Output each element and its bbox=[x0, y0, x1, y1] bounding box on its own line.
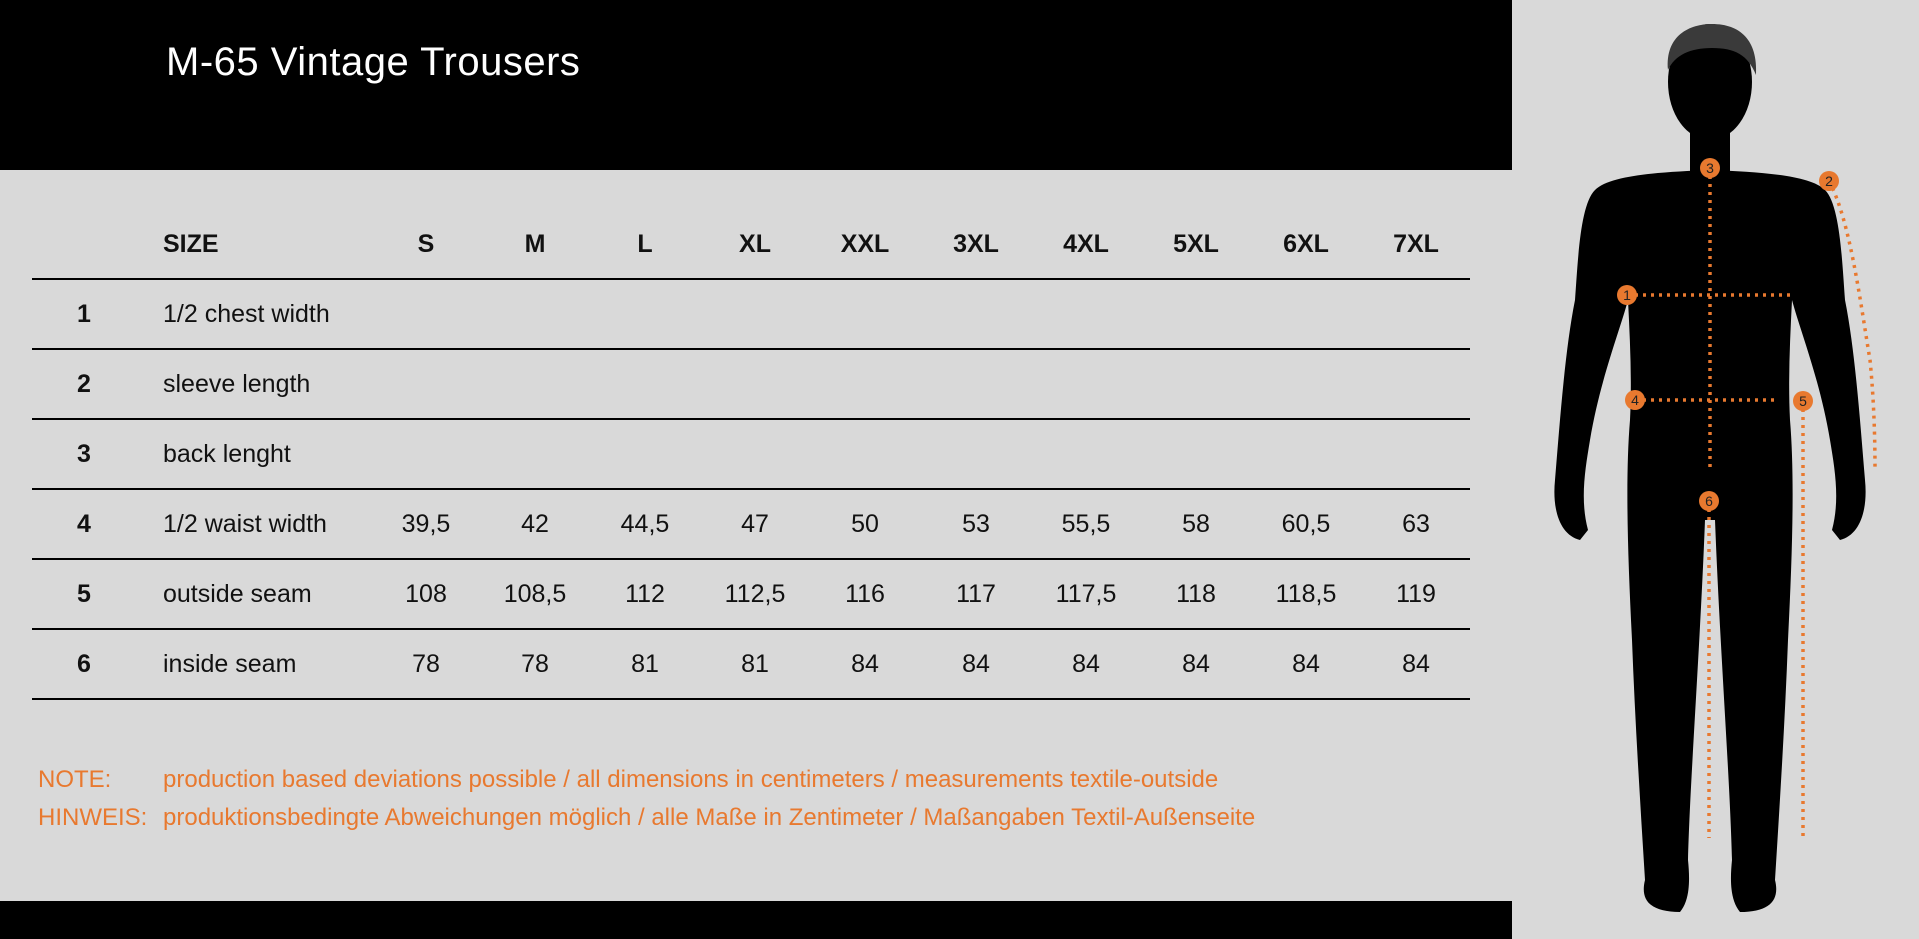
marker-label: 2 bbox=[1825, 173, 1833, 189]
measurement-value: 118 bbox=[1176, 579, 1216, 608]
footer-bar bbox=[0, 901, 1512, 939]
measurement-value: 81 bbox=[631, 649, 659, 678]
measurement-value: 42 bbox=[521, 509, 549, 538]
size-column-header: 6XL bbox=[1283, 229, 1329, 258]
size-column-header: 7XL bbox=[1393, 229, 1439, 258]
note-text: production based deviations possible / a… bbox=[163, 766, 1219, 793]
silhouette bbox=[1554, 24, 1866, 912]
measurement-label: back lenght bbox=[163, 439, 291, 468]
measurement-value: 78 bbox=[521, 649, 549, 678]
marker-label: 3 bbox=[1706, 160, 1714, 176]
measurement-value: 39,5 bbox=[401, 509, 451, 538]
measurement-label: 1/2 waist width bbox=[163, 509, 327, 538]
marker-label: 6 bbox=[1705, 493, 1713, 509]
table-row: 4 1/2 waist width 39,5 42 44,5 47 50 53 55,5 58 60… bbox=[32, 490, 1470, 560]
measurement-value: 116 bbox=[845, 579, 885, 608]
marker-6: 6 bbox=[1699, 491, 1719, 511]
size-column-header: S bbox=[417, 229, 435, 258]
measurement-value: 117,5 bbox=[1055, 579, 1117, 608]
size-table: SIZE S M L XL XXL 3XL 4XL 5XL 6XL 7XL 1 1/2 chest wi… bbox=[32, 210, 1470, 700]
size-column-header: XXL bbox=[840, 229, 890, 258]
marker-circle bbox=[1700, 158, 1720, 178]
measure-lines bbox=[1627, 168, 1877, 838]
measurement-value: 108 bbox=[405, 579, 447, 608]
size-header-label: SIZE bbox=[163, 229, 219, 258]
marker-3: 3 bbox=[1700, 158, 1720, 178]
row-number-text: 2 bbox=[77, 369, 91, 398]
note-key: NOTE: bbox=[38, 766, 112, 793]
measurement-label: 1/2 chest width bbox=[163, 299, 330, 328]
table-row: 6 inside seam 78 78 81 81 84 84 84 84 84 84 bbox=[32, 630, 1470, 700]
measurement-value: 78 bbox=[412, 649, 440, 678]
measurement-value: 44,5 bbox=[620, 509, 670, 538]
row-number-text: 3 bbox=[77, 439, 91, 468]
size-column-header: 4XL bbox=[1063, 229, 1109, 258]
measurement-value: 81 bbox=[741, 649, 769, 678]
size-column-header: 3XL bbox=[953, 229, 999, 258]
marker-label: 5 bbox=[1799, 393, 1807, 409]
marker-circle bbox=[1617, 285, 1637, 305]
marker-2: 2 bbox=[1819, 171, 1839, 191]
measurement-value: 112 bbox=[625, 579, 665, 608]
measurement-value: 55,5 bbox=[1061, 509, 1111, 538]
table-header-row: SIZE S M L XL XXL 3XL 4XL 5XL 6XL 7XL bbox=[32, 210, 1470, 280]
measurement-value: 63 bbox=[1402, 509, 1430, 538]
measurement-value: 117 bbox=[956, 579, 996, 608]
table-row: 3 back lenght bbox=[32, 420, 1470, 490]
table-row: 5 outside seam 108 108,5 112 112,5 116 117 117,5… bbox=[32, 560, 1470, 630]
measurement-value: 84 bbox=[962, 649, 990, 678]
marker-5: 5 bbox=[1793, 391, 1813, 411]
marker-circle bbox=[1625, 390, 1645, 410]
size-column-header: M bbox=[524, 229, 546, 258]
measurement-value: 47 bbox=[741, 509, 769, 538]
measurement-value: 84 bbox=[1402, 649, 1430, 678]
measurement-value: 53 bbox=[962, 509, 990, 538]
measurement-value: 84 bbox=[1292, 649, 1320, 678]
size-column-header: L bbox=[637, 229, 653, 258]
marker-circle bbox=[1793, 391, 1813, 411]
measurement-value: 118,5 bbox=[1275, 579, 1337, 608]
measurement-value: 60,5 bbox=[1281, 509, 1331, 538]
measurement-label: inside seam bbox=[163, 649, 297, 678]
measurement-value: 84 bbox=[851, 649, 879, 678]
size-column-header: 5XL bbox=[1173, 229, 1219, 258]
marker-label: 4 bbox=[1631, 392, 1639, 408]
marker-circle bbox=[1699, 491, 1719, 511]
page-title: M-65 Vintage Trousers bbox=[166, 40, 581, 84]
measurement-value: 119 bbox=[1396, 579, 1436, 608]
header-bar: M-65 Vintage Trousers bbox=[0, 0, 1512, 170]
size-column-header: XL bbox=[739, 229, 771, 258]
row-number-text: 4 bbox=[77, 509, 91, 538]
table-row: 1 1/2 chest width bbox=[32, 280, 1470, 350]
row-number-text: 6 bbox=[77, 649, 91, 678]
measure-markers: 1 2 3 4 5 6 bbox=[1617, 158, 1839, 511]
measurement-value: 108,5 bbox=[503, 579, 567, 608]
measurement-value: 84 bbox=[1072, 649, 1100, 678]
measurement-value: 112,5 bbox=[724, 579, 786, 608]
measurement-value: 58 bbox=[1182, 509, 1210, 538]
marker-4: 4 bbox=[1625, 390, 1645, 410]
row-number-text: 5 bbox=[77, 579, 91, 608]
note-text: produktionsbedingte Abweichungen möglich… bbox=[163, 804, 1256, 831]
row-number-text: 1 bbox=[77, 299, 91, 328]
marker-label: 1 bbox=[1623, 287, 1631, 303]
measurement-value: 84 bbox=[1182, 649, 1210, 678]
table-row: 2 sleeve length bbox=[32, 350, 1470, 420]
measurement-value: 50 bbox=[851, 509, 879, 538]
measurement-label: sleeve length bbox=[163, 369, 311, 398]
marker-circle bbox=[1819, 171, 1839, 191]
marker-1: 1 bbox=[1617, 285, 1637, 305]
measurement-label: outside seam bbox=[163, 579, 312, 608]
note-key: HINWEIS: bbox=[38, 804, 148, 831]
